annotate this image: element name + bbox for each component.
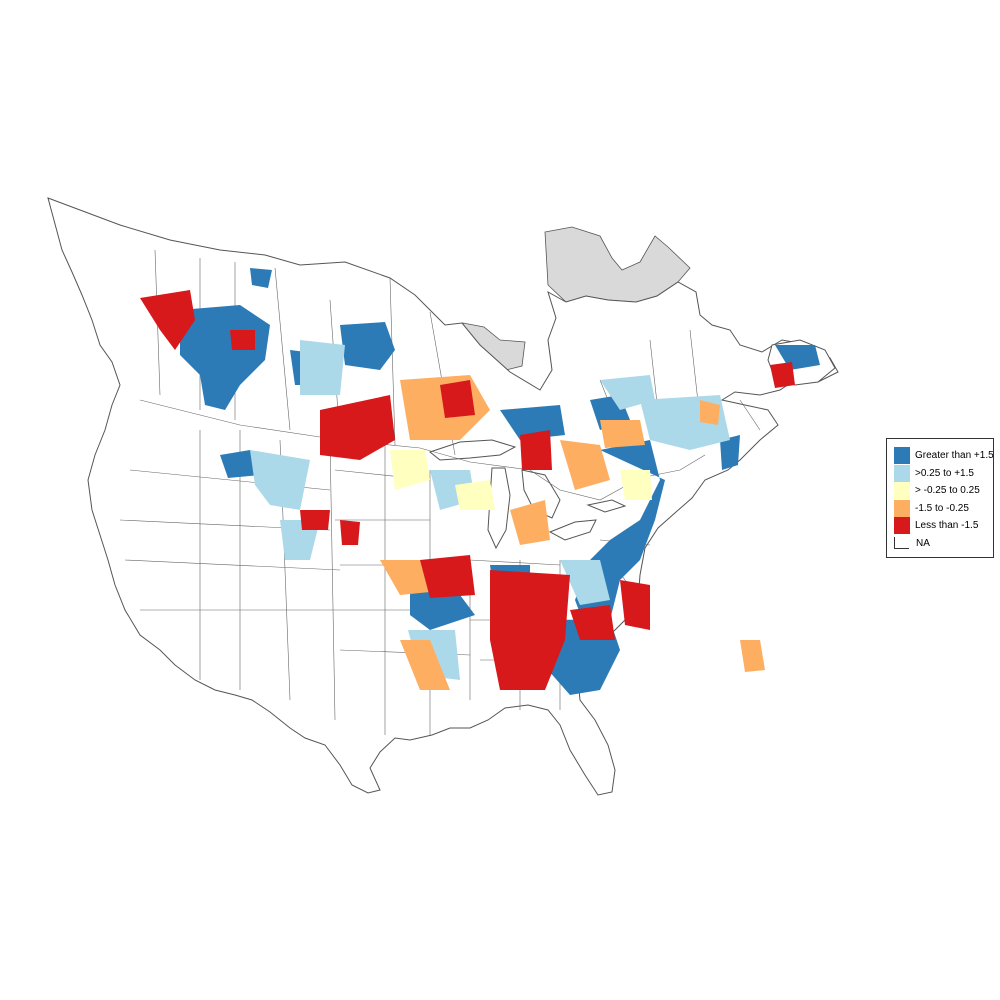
lake-huron: [521, 469, 561, 519]
legend-swatch-na: [894, 537, 909, 550]
legend-swatch: [894, 447, 910, 465]
legend-item-neg-0-25-to-0-25: > -0.25 to 0.25: [894, 482, 993, 500]
legend-label: >0.25 to +1.5: [915, 467, 974, 479]
lake-ontario: [586, 499, 627, 513]
class-less-than-neg-1-5: [140, 290, 795, 690]
legend-swatch: [894, 517, 910, 535]
legend-swatch: [894, 499, 910, 517]
legend-label: > -0.25 to 0.25: [915, 485, 980, 497]
state-lines-west: [119, 430, 341, 721]
legend-item-0-25-to-1-5: >0.25 to +1.5: [894, 464, 993, 483]
legend-label: Less than -1.5: [915, 520, 979, 532]
lake-erie: [548, 519, 597, 541]
legend-item-na: NA: [894, 535, 993, 553]
legend-label: -1.5 to -0.25: [915, 502, 969, 514]
legend-item-neg-1-5-to-neg-0-25: -1.5 to -0.25: [894, 499, 993, 518]
legend-label: Greater than +1.5: [915, 450, 994, 462]
legend-swatch: [894, 482, 910, 500]
lake-superior: [428, 439, 517, 461]
class-neg-0-25-to-0-25: [390, 450, 652, 510]
legend-label: NA: [916, 537, 930, 549]
legend-item-less-than-neg-1-5: Less than -1.5: [894, 517, 993, 535]
legend-item-greater-than-1-5: Greater than +1.5: [894, 447, 994, 465]
legend-swatch: [894, 464, 910, 482]
legend: Greater than +1.5 >0.25 to +1.5 > -0.25 …: [886, 438, 994, 558]
